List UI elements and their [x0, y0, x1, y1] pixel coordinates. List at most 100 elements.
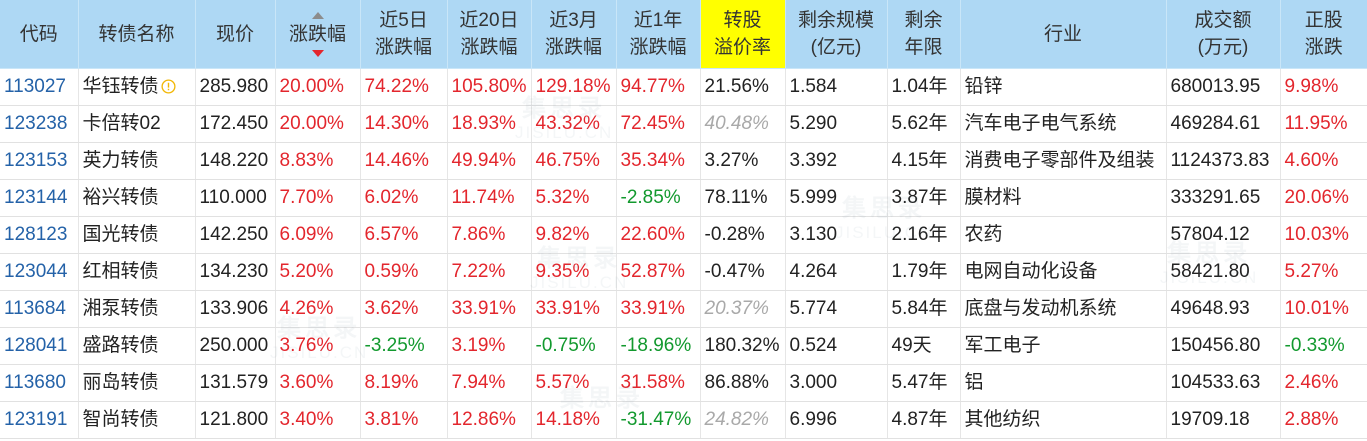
- cell-code: 113027: [0, 68, 79, 106]
- cell-price: 131.579: [195, 364, 276, 402]
- chg-20d-value: 18.93%: [451, 113, 516, 134]
- column-header-remaining-years[interactable]: 剩余 年限: [887, 0, 961, 69]
- bond-name-link[interactable]: 英力转债: [82, 150, 159, 171]
- header-label-line: 涨跌幅: [544, 37, 602, 58]
- bond-name-link[interactable]: 华钰转债: [82, 76, 159, 97]
- bond-name-link[interactable]: 卡倍转02: [82, 113, 161, 134]
- price-value: 133.906: [199, 298, 269, 319]
- bond-code-link[interactable]: 123144: [4, 187, 68, 208]
- column-header-turnover[interactable]: 成交额 (万元): [1166, 0, 1281, 69]
- table-row: 113680 丽岛转债 131.579 3.60% 8.19% 7.94% 5.57% 31.…: [0, 364, 1367, 402]
- column-header-chg-20d[interactable]: 近20日 涨跌幅: [447, 0, 532, 69]
- sort-up-icon[interactable]: [311, 11, 324, 19]
- cell-stock-change: 20.06%: [1280, 179, 1367, 217]
- column-header-remaining-size[interactable]: 剩余规模 (亿元): [785, 0, 888, 69]
- remaining-years-value: 3.87年: [891, 187, 948, 208]
- chg-5d-value: 74.22%: [364, 76, 429, 97]
- cell-code: 123144: [0, 179, 79, 217]
- bond-code-link[interactable]: 123153: [4, 150, 68, 171]
- column-header-industry[interactable]: 行业: [960, 0, 1167, 69]
- premium-value: 78.11%: [704, 187, 768, 208]
- column-header-chg-1y[interactable]: 近1年 涨跌幅: [616, 0, 701, 69]
- bond-name-link[interactable]: 湘泵转债: [82, 298, 159, 319]
- cell-remaining-years: 3.87年: [887, 179, 961, 217]
- industry-value: 其他纺织: [964, 409, 1041, 430]
- cell-remaining-size: 4.264: [785, 253, 888, 291]
- remaining-size-value: 3.000: [789, 372, 838, 393]
- bond-name-link[interactable]: 裕兴转债: [82, 187, 159, 208]
- industry-value: 汽车电子电气系统: [964, 113, 1117, 134]
- column-header-chg-5d[interactable]: 近5日 涨跌幅: [360, 0, 448, 69]
- bond-code-link[interactable]: 128123: [4, 224, 68, 245]
- cell-code: 123238: [0, 105, 79, 143]
- bond-name-link[interactable]: 国光转债: [82, 224, 159, 245]
- table-row: 123191 智尚转债 121.800 3.40% 3.81% 12.86% 14.18% -…: [0, 401, 1367, 439]
- remaining-years-value: 2.16年: [891, 224, 948, 245]
- bond-code-link[interactable]: 113027: [4, 76, 66, 97]
- cell-turnover: 58421.80: [1166, 253, 1281, 291]
- cell-industry: 电网自动化设备: [960, 253, 1167, 291]
- cell-remaining-years: 5.47年: [887, 364, 961, 402]
- column-header-name[interactable]: 转债名称: [78, 0, 196, 69]
- cell-remaining-years: 4.15年: [887, 142, 961, 180]
- cell-chg-20d: 12.86%: [447, 401, 532, 439]
- chg-5d-value: 8.19%: [364, 372, 419, 393]
- cell-chg-3m: 14.18%: [531, 401, 617, 439]
- bond-code-link[interactable]: 123191: [4, 409, 68, 430]
- stock-change-value: 11.95%: [1284, 113, 1348, 134]
- stock-change-value: 9.98%: [1284, 76, 1339, 97]
- cell-price: 134.230: [195, 253, 276, 291]
- turnover-value: 1124373.83: [1170, 150, 1270, 171]
- bond-code-link[interactable]: 113680: [4, 372, 66, 393]
- price-value: 285.980: [199, 76, 269, 97]
- cell-change: 20.00%: [275, 105, 361, 143]
- table-row: 113684 湘泵转债 133.906 4.26% 3.62% 33.91% 33.91% 3…: [0, 290, 1367, 328]
- bond-code-link[interactable]: 123238: [4, 113, 68, 134]
- cell-turnover: 104533.63: [1166, 364, 1281, 402]
- column-header-stock-change[interactable]: 正股 涨跌: [1280, 0, 1367, 69]
- chg-3m-value: 9.82%: [535, 224, 590, 245]
- cell-chg-5d: 0.59%: [360, 253, 448, 291]
- bond-name-link[interactable]: 红相转债: [82, 261, 159, 282]
- cell-chg-3m: 9.82%: [531, 216, 617, 254]
- cell-premium: 78.11%: [700, 179, 786, 217]
- bond-code-link[interactable]: 123044: [4, 261, 68, 282]
- column-header-chg-3m[interactable]: 近3月 涨跌幅: [531, 0, 617, 69]
- cell-code: 128041: [0, 327, 79, 365]
- cell-chg-5d: 3.62%: [360, 290, 448, 328]
- cell-chg-20d: 18.93%: [447, 105, 532, 143]
- cell-chg-1y: 52.87%: [616, 253, 701, 291]
- bond-code-link[interactable]: 128041: [4, 335, 68, 356]
- bond-name-link[interactable]: 丽岛转债: [82, 372, 159, 393]
- cell-premium: 40.48%: [700, 105, 786, 143]
- cell-chg-20d: 7.22%: [447, 253, 532, 291]
- cell-code: 113684: [0, 290, 79, 328]
- cell-stock-change: -0.33%: [1280, 327, 1367, 365]
- cell-change: 3.76%: [275, 327, 361, 365]
- remaining-size-value: 1.584: [789, 76, 838, 97]
- cell-price: 148.220: [195, 142, 276, 180]
- cell-code: 113680: [0, 364, 79, 402]
- chg-20d-value: 7.86%: [451, 224, 506, 245]
- chg-1y-value: -2.85%: [620, 187, 681, 208]
- column-header-code[interactable]: 代码: [0, 0, 79, 69]
- chg-3m-value: 43.32%: [535, 113, 600, 134]
- cell-price: 133.906: [195, 290, 276, 328]
- column-header-premium[interactable]: 转股 溢价率: [700, 0, 786, 69]
- chg-5d-value: 3.81%: [364, 409, 419, 430]
- cell-industry: 消费电子零部件及组装: [960, 142, 1167, 180]
- table-row: 128041 盛路转债 250.000 3.76% -3.25% 3.19% -0.75% -…: [0, 327, 1367, 365]
- bond-name-link[interactable]: 盛路转债: [82, 335, 159, 356]
- cell-chg-3m: 46.75%: [531, 142, 617, 180]
- cell-code: 123191: [0, 401, 79, 439]
- cell-stock-change: 11.95%: [1280, 105, 1367, 143]
- cell-industry: 军工电子: [960, 327, 1167, 365]
- cell-change: 6.09%: [275, 216, 361, 254]
- industry-value: 电网自动化设备: [964, 261, 1098, 282]
- column-header-price[interactable]: 现价: [195, 0, 276, 69]
- bond-code-link[interactable]: 113684: [4, 298, 66, 319]
- sort-down-icon[interactable]: [311, 49, 324, 57]
- chg-5d-value: 14.30%: [364, 113, 429, 134]
- bond-name-link[interactable]: 智尚转债: [82, 409, 159, 430]
- column-header-change[interactable]: 涨跌幅: [275, 0, 361, 69]
